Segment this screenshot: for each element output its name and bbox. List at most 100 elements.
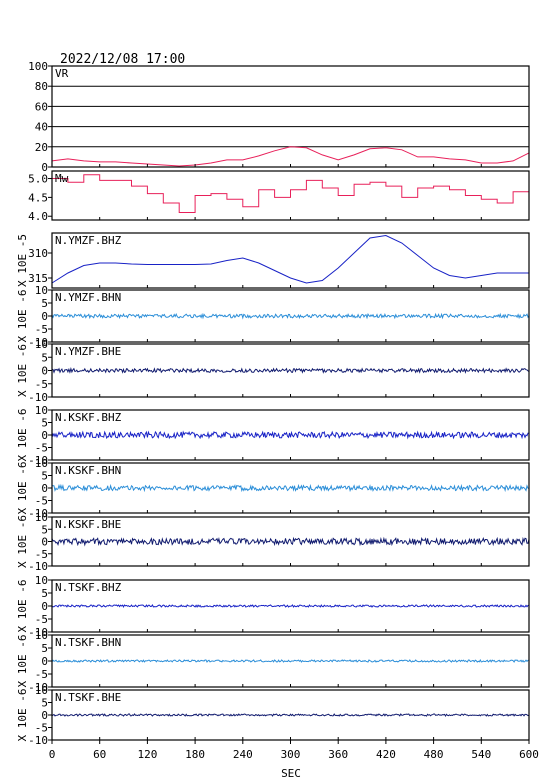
x-tick-label: 540 (471, 748, 491, 761)
y-axis-label: X 10E -6 (16, 290, 29, 343)
y-tick-label: 0 (41, 310, 48, 323)
panel-frame (52, 66, 529, 167)
y-tick-label: 5 (41, 587, 48, 600)
panel-label: N.KSKF.BHZ (55, 411, 122, 424)
y-tick-label: 5 (41, 642, 48, 655)
x-tick-label: 300 (281, 748, 301, 761)
y-tick-label: 80 (35, 80, 48, 93)
y-tick-label: -10 (28, 391, 48, 404)
y-tick-label: -5 (35, 668, 48, 681)
y-axis-label: X 10E -6 (16, 580, 29, 633)
panel-label: N.TSKF.BHE (55, 691, 121, 704)
y-axis-label: X 10E -6 (16, 409, 29, 462)
series-line (52, 432, 529, 438)
y-tick-label: 10 (35, 629, 48, 642)
y-tick-label: 0 (41, 600, 48, 613)
y-tick-label: -5 (35, 548, 48, 561)
y-tick-label: 0 (41, 365, 48, 378)
y-tick-label: -5 (35, 378, 48, 391)
series-line (52, 175, 529, 213)
y-tick-label: 0 (41, 429, 48, 442)
panel: 4.0 4.5 5.0 Mw (28, 171, 529, 223)
y-tick-label: 0 (41, 536, 48, 549)
x-tick-label: 120 (137, 748, 157, 761)
y-tick-label: 40 (35, 121, 48, 134)
y-tick-label: 4.0 (28, 210, 48, 223)
x-axis-label: SEC (281, 767, 301, 780)
x-tick-label: 480 (424, 748, 444, 761)
y-axis-label: X 10E -6 (16, 515, 29, 568)
y-axis-label: X 10E -6 (16, 462, 29, 515)
panel-label: N.TSKF.BHZ (55, 581, 122, 594)
x-tick-label: 180 (185, 748, 205, 761)
y-axis-label: X 10E -5 (16, 234, 29, 287)
y-tick-label: 10 (35, 574, 48, 587)
y-tick-label: 20 (35, 141, 48, 154)
series-line (52, 605, 529, 607)
y-tick-label: 310 (28, 247, 48, 260)
y-axis-label: X 10E -6 (16, 635, 29, 688)
y-tick-label: 4.5 (28, 191, 48, 204)
x-tick-label: 0 (49, 748, 56, 761)
y-axis-label: X 10E -6 (16, 344, 29, 397)
panel-label: Mw (55, 172, 69, 185)
y-tick-label: 5.0 (28, 173, 48, 186)
y-tick-label: 10 (35, 284, 48, 297)
series-line (52, 147, 529, 166)
y-tick-label: 10 (35, 404, 48, 417)
y-axis-label: X 10E -6 (16, 689, 29, 742)
y-tick-label: 0 (41, 482, 48, 495)
y-tick-label: -5 (35, 442, 48, 455)
chart-title: 2022/12/08 17:00 (60, 52, 185, 67)
x-tick-label: 420 (376, 748, 396, 761)
panel-label: VR (55, 67, 69, 80)
y-tick-label: 10 (35, 511, 48, 524)
series-line (52, 538, 529, 544)
series-line (52, 369, 529, 373)
x-tick-label: 360 (328, 748, 348, 761)
panel-label: N.YMZF.BHZ (55, 234, 122, 247)
panel: 0 20 40 60 80 100 VR (28, 60, 529, 174)
y-tick-label: 5 (41, 523, 48, 536)
x-tick-label: 600 (519, 748, 539, 761)
y-tick-label: 5 (41, 351, 48, 364)
y-tick-label: 60 (35, 100, 48, 113)
y-tick-label: -5 (35, 323, 48, 336)
series-line (52, 314, 529, 318)
y-tick-label: 5 (41, 297, 48, 310)
panel: 310 315 N.YMZF.BHZ X 10E -5 (16, 233, 529, 288)
panel-label: N.KSKF.BHN (55, 464, 121, 477)
panel-label: N.YMZF.BHE (55, 345, 121, 358)
x-tick-label: 60 (93, 748, 106, 761)
panel-label: N.YMZF.BHN (55, 291, 121, 304)
y-tick-label: -10 (28, 560, 48, 573)
panel-frame (52, 233, 529, 288)
x-tick-label: 240 (233, 748, 253, 761)
y-tick-label: 5 (41, 697, 48, 710)
y-tick-label: -10 (28, 734, 48, 747)
y-tick-label: 5 (41, 417, 48, 430)
y-tick-label: 10 (35, 684, 48, 697)
y-tick-label: -5 (35, 722, 48, 735)
series-line (52, 714, 529, 716)
y-tick-label: -5 (35, 495, 48, 508)
y-tick-label: 100 (28, 60, 48, 73)
panel-label: N.KSKF.BHE (55, 518, 121, 531)
y-tick-label: 10 (35, 457, 48, 470)
series-line (52, 486, 529, 491)
series-line (52, 236, 529, 284)
y-tick-label: -5 (35, 613, 48, 626)
panel-label: N.TSKF.BHN (55, 636, 121, 649)
y-tick-label: 0 (41, 709, 48, 722)
y-tick-label: 0 (41, 655, 48, 668)
y-tick-label: 5 (41, 470, 48, 483)
